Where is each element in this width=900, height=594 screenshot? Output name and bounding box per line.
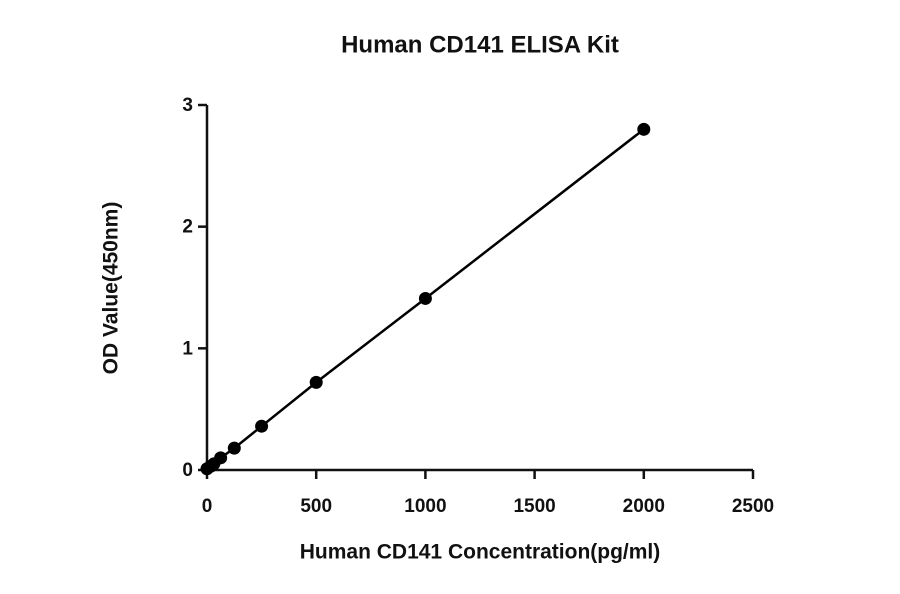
- x-tick-label: 500: [300, 496, 332, 517]
- x-tick-label: 1500: [513, 496, 555, 517]
- data-point: [227, 441, 241, 455]
- x-tick-label: 1000: [404, 496, 446, 517]
- y-tick-label: 1: [182, 338, 193, 359]
- y-tick-label: 0: [182, 460, 193, 481]
- y-tick-label: 3: [182, 95, 193, 116]
- y-axis-label: OD Value(450nm): [100, 202, 123, 375]
- x-tick-label: 2500: [732, 496, 774, 517]
- y-tick-label: 2: [182, 217, 193, 238]
- x-tick-label: 0: [202, 496, 213, 517]
- data-point: [255, 419, 269, 433]
- x-axis-label: Human CD141 Concentration(pg/ml): [300, 541, 661, 564]
- data-point: [214, 451, 228, 465]
- data-point: [309, 375, 323, 389]
- x-tick-label: 2000: [623, 496, 665, 517]
- chart-title: Human CD141 ELISA Kit: [341, 31, 619, 58]
- data-point: [418, 291, 432, 305]
- data-point: [637, 122, 651, 136]
